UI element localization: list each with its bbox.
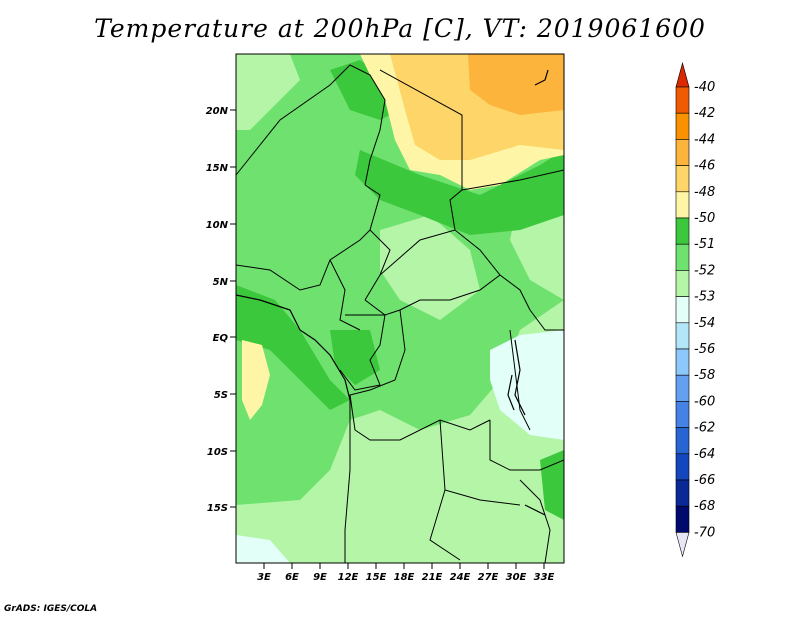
colorbar-swatch (675, 401, 690, 428)
colorbar-swatch (675, 191, 690, 219)
colorbar-level-label: -66 (694, 473, 715, 488)
lon-tick-label: 15E (366, 572, 387, 583)
lat-tick-label: 20N (206, 106, 229, 117)
colorbar-level-label: -50 (694, 211, 715, 226)
lat-labels: 20N 15N 10N 5N EQ 5S 10S 15S (206, 106, 229, 514)
lon-tick-label: 18E (394, 572, 415, 583)
colorbar-swatch (675, 112, 690, 140)
lat-tick-label: 15N (206, 163, 229, 174)
field-cyan-east (490, 330, 564, 440)
lat-tick-label: 5S (214, 390, 228, 401)
field-dark-west (236, 285, 350, 410)
lon-axis (263, 563, 545, 569)
lon-tick-label: 3E (257, 572, 271, 583)
colorbar-level-label: -68 (694, 499, 715, 514)
colorbar-level-label: -58 (694, 368, 715, 383)
colorbar-level-label: -53 (694, 290, 715, 305)
colorbar-swatch (675, 479, 690, 507)
lon-tick-label: 24E (450, 572, 471, 583)
field-dark-center (330, 330, 380, 385)
colorbar-swatch (675, 427, 690, 455)
colorbar-level-label: -52 (694, 263, 715, 278)
colorbar-level-label: -70 (694, 525, 715, 540)
credit-label: GrADS: IGES/COLA (4, 604, 98, 614)
lat-tick-label: 10N (206, 220, 229, 231)
lat-tick-label: EQ (213, 333, 229, 344)
colorbar-level-label: -56 (694, 342, 715, 357)
colorbar: -40 -42 -44 -46 -48 -50 -51 -52 -53 -54 -56 -58 -60 -… (675, 61, 715, 558)
colorbar-level-label: -42 (694, 106, 715, 121)
field-pale-west-blob (242, 340, 270, 420)
colorbar-top-arrow (675, 61, 690, 88)
lat-tick-label: 5N (213, 277, 229, 288)
lon-tick-label: 9E (313, 572, 327, 583)
colorbar-level-label: -48 (694, 185, 715, 200)
colorbar-swatch (675, 139, 690, 166)
field-light-center (380, 215, 480, 320)
map-frame (235, 53, 565, 564)
lat-tick-label: 10S (207, 447, 228, 458)
colorbar-swatch (675, 322, 690, 350)
lon-tick-label: 33E (534, 572, 555, 583)
lon-tick-label: 12E (338, 572, 359, 583)
colorbar-level-label: -44 (694, 132, 715, 147)
colorbar-swatch (675, 374, 690, 402)
colorbar-bottom-arrow (675, 532, 690, 558)
colorbar-swatch (675, 270, 690, 297)
colorbar-swatch (675, 453, 690, 481)
colorbar-level-label: -46 (694, 159, 715, 174)
coastlines (236, 69, 549, 516)
colorbar-swatch (675, 217, 690, 245)
temperature-field (236, 54, 564, 563)
colorbar-level-label: -62 (694, 421, 715, 436)
colorbar-level-label: -54 (694, 316, 715, 331)
lon-tick-label: 27E (478, 572, 499, 583)
field-orange-northeast (468, 54, 564, 115)
colorbar-swatch (675, 348, 690, 376)
lon-tick-label: 6E (285, 572, 299, 583)
field-light-northwest (236, 54, 300, 130)
field-cyan-southwest (236, 535, 290, 563)
colorbar-swatch (675, 505, 690, 533)
field-light-south (236, 300, 564, 563)
lon-tick-label: 30E (506, 572, 527, 583)
country-borders (236, 64, 564, 563)
lat-tick-label: 15S (207, 503, 228, 514)
chart-title: Temperature at 200hPa [C], VT: 201906160… (94, 14, 706, 43)
colorbar-level-label: -60 (694, 394, 715, 409)
colorbar-level-label: -51 (694, 237, 715, 252)
colorbar-swatch (675, 243, 690, 271)
colorbar-level-label: -64 (694, 447, 715, 462)
colorbar-swatch (675, 296, 690, 324)
lon-tick-label: 21E (422, 572, 443, 583)
colorbar-swatch (675, 86, 690, 114)
lon-labels: 3E 6E 9E 12E 15E 18E 21E 24E 27E 30E 33E (257, 572, 554, 583)
colorbar-level-label: -40 (694, 80, 715, 95)
colorbar-swatch (675, 165, 690, 193)
lat-axis (230, 109, 236, 508)
